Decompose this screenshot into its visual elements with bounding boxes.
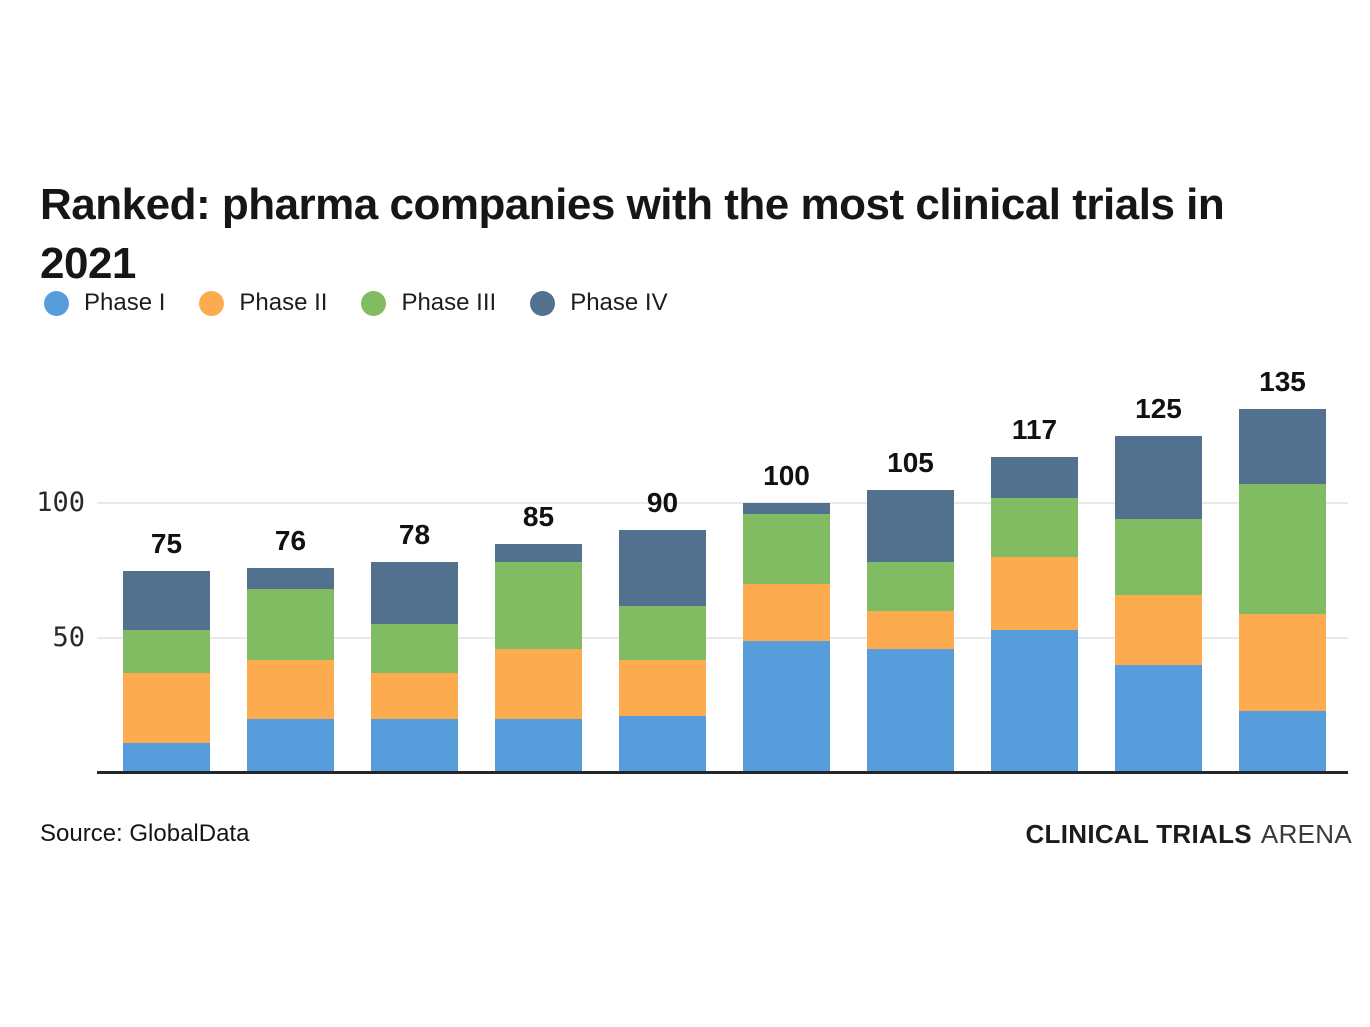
legend-item-phase-i: Phase I [44,289,165,317]
bar-segment-phase-iv [743,503,830,514]
legend-item-phase-iii: Phase III [361,289,496,317]
bar-segment-phase-ii [123,673,210,744]
bar-segment-phase-i [1115,664,1202,773]
y-axis-tick-100: 100 [36,487,85,518]
bar-group-4 [495,543,582,774]
legend: Phase I Phase II Phase III Phase IV [44,289,668,317]
bar-segment-phase-i [1239,710,1326,773]
brand-logo-bold: CLINICAL TRIALS [1025,819,1252,849]
bar-segment-phase-iv [123,570,210,630]
legend-label-phase-iv: Phase IV [570,289,668,316]
phase-i-swatch-icon [44,290,69,316]
bar-group-7 [867,489,954,774]
bar-segment-phase-iii [123,629,210,674]
bar-group-9 [1115,435,1202,774]
gridline-100 [97,502,1348,504]
bar-segment-phase-iv [619,530,706,606]
bar-segment-phase-iii [619,605,706,660]
bar-segment-phase-ii [619,659,706,717]
bar-total-label-6: 100 [763,460,810,491]
bar-segment-phase-iv [991,457,1078,498]
bar-segment-phase-iv [1115,435,1202,520]
bar-segment-phase-i [123,743,210,773]
bar-segment-phase-iii [371,624,458,674]
brand-logo: CLINICAL TRIALS ARENA [1025,819,1352,850]
bar-group-3 [371,562,458,773]
bar-segment-phase-iii [743,513,830,584]
bar-total-label-7: 105 [887,446,934,478]
bar-segment-phase-iv [495,543,582,563]
bar-segment-phase-i [991,629,1078,773]
brand-logo-light: ARENA [1260,819,1352,849]
phase-iii-swatch-icon [361,290,387,316]
bar-segment-phase-i [371,718,458,773]
legend-label-phase-ii: Phase II [239,289,328,316]
bar-total-label-1: 75 [150,527,183,559]
bar-segment-phase-ii [991,556,1078,630]
bar-segment-phase-iv [1239,408,1326,485]
bar-total-label-3: 78 [398,519,431,551]
x-axis-line [97,771,1348,774]
phase-iv-swatch-icon [530,290,556,316]
bar-segment-phase-iii [1115,519,1202,595]
bar-total-label-8: 117 [1011,414,1058,446]
bar-segment-phase-i [495,718,582,773]
bar-segment-phase-iv [867,489,954,563]
gridline-50 [97,637,1348,639]
bar-segment-phase-ii [867,610,954,649]
bar-segment-phase-i [247,718,334,773]
bar-segment-phase-iv [371,562,458,625]
bar-segment-phase-i [743,640,830,773]
bar-group-5 [619,530,706,773]
bar-total-label-9: 125 [1135,392,1182,424]
bar-segment-phase-ii [1239,613,1326,711]
bar-group-8 [991,457,1078,773]
legend-label-phase-i: Phase I [84,289,166,316]
bar-segment-phase-ii [247,659,334,719]
bar-segment-phase-ii [371,673,458,719]
bar-segment-phase-iii [867,562,954,611]
bar-segment-phase-iii [1239,484,1326,614]
bar-total-label-4: 85 [522,500,555,532]
bar-segment-phase-i [867,648,954,773]
bar-group-1 [123,570,210,774]
bar-total-label-5: 90 [646,487,679,518]
bar-group-10 [1239,408,1326,774]
bar-segment-phase-iii [247,589,334,660]
bar-group-6 [743,503,830,773]
bar-segment-phase-ii [495,648,582,719]
y-axis-tick-50: 50 [52,622,85,653]
bar-segment-phase-ii [743,583,830,641]
legend-item-phase-iv: Phase IV [530,289,668,317]
bar-segment-phase-iii [495,562,582,649]
bar-segment-phase-i [619,716,706,773]
legend-item-phase-ii: Phase II [199,289,327,317]
bar-total-label-10: 135 [1259,365,1306,397]
bar-total-label-2: 76 [274,524,307,556]
source-note: Source: GlobalData [40,820,250,847]
page-title: Ranked: pharma companies with the most c… [40,180,1225,289]
legend-label-phase-iii: Phase III [401,289,497,316]
bar-segment-phase-iii [991,497,1078,557]
bar-segment-phase-ii [1115,594,1202,665]
phase-ii-swatch-icon [199,290,225,316]
bar-segment-phase-iv [247,567,334,590]
bar-group-2 [247,567,334,773]
